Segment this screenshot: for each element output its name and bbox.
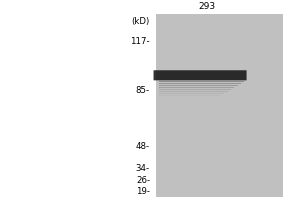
FancyBboxPatch shape: [159, 83, 241, 84]
FancyBboxPatch shape: [159, 85, 238, 86]
Text: 19-: 19-: [136, 187, 150, 196]
Text: 293: 293: [198, 2, 215, 11]
FancyBboxPatch shape: [159, 91, 228, 92]
FancyBboxPatch shape: [156, 14, 283, 197]
Text: 48-: 48-: [136, 142, 150, 151]
FancyBboxPatch shape: [159, 81, 244, 82]
Text: (kD): (kD): [132, 17, 150, 26]
FancyBboxPatch shape: [159, 87, 234, 88]
FancyBboxPatch shape: [154, 70, 247, 80]
FancyBboxPatch shape: [159, 93, 224, 94]
Text: 34-: 34-: [136, 164, 150, 173]
Text: 117-: 117-: [130, 37, 150, 46]
FancyBboxPatch shape: [159, 89, 231, 90]
Text: 26-: 26-: [136, 176, 150, 185]
Text: 85-: 85-: [136, 86, 150, 95]
